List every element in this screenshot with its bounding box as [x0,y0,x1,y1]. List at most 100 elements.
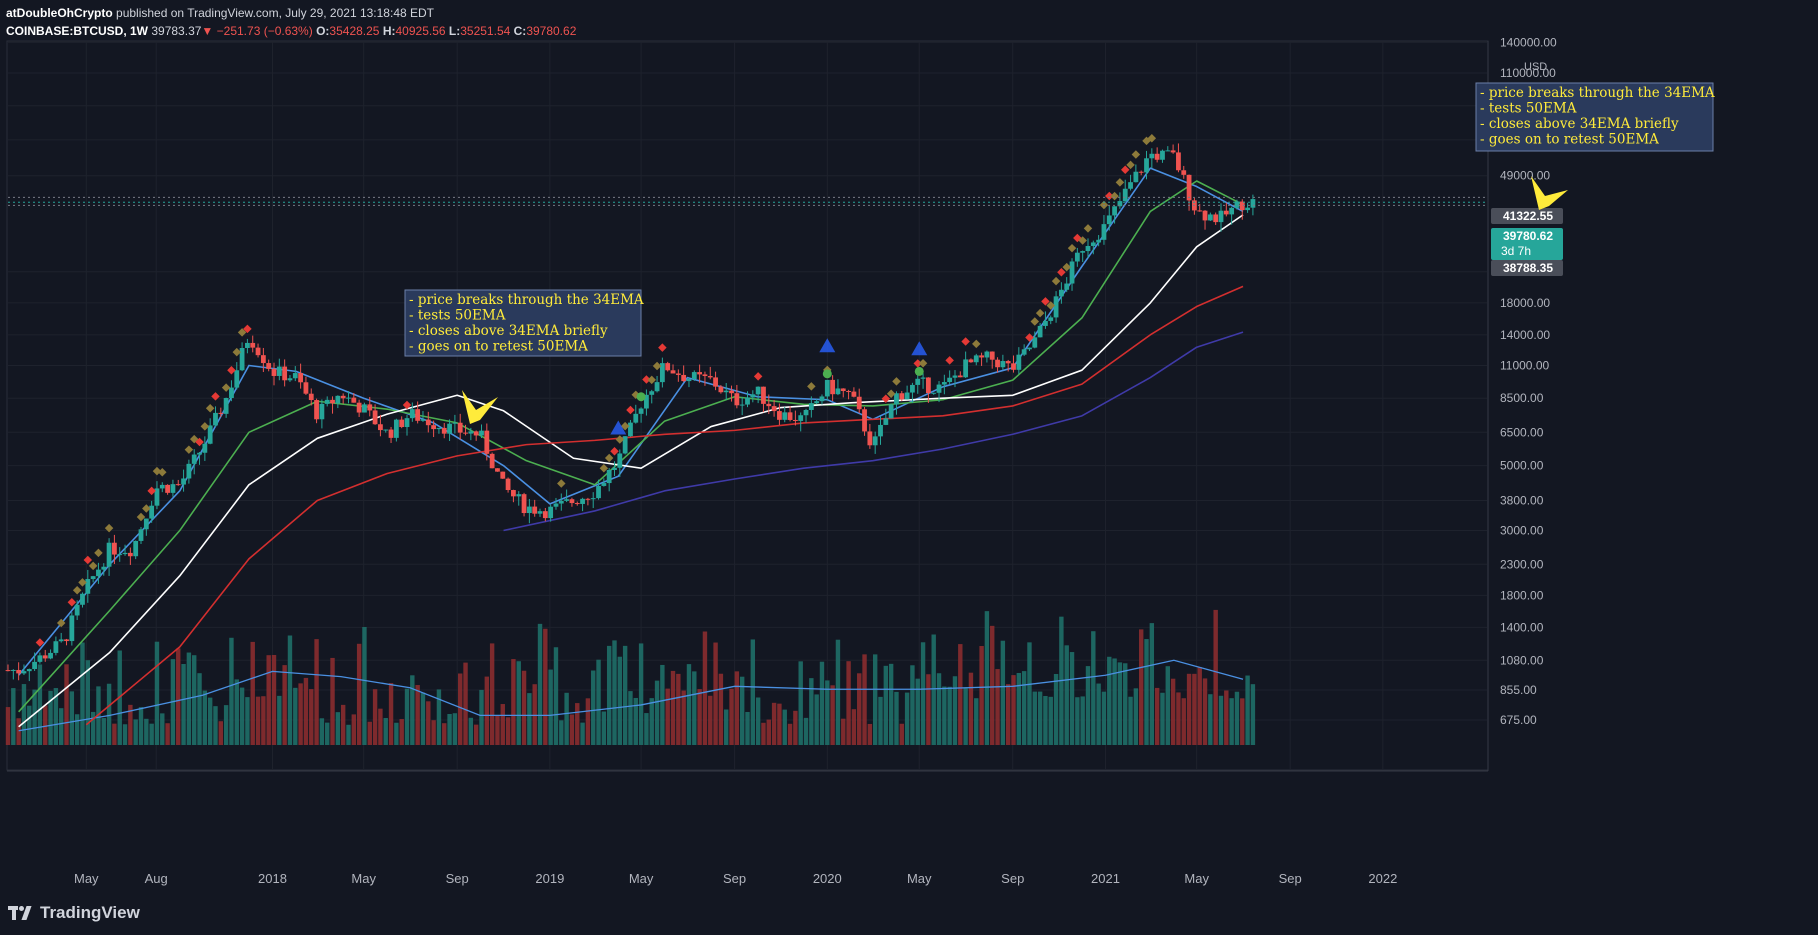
candle-body [835,388,841,395]
volume-bar [1240,698,1245,745]
candle-body [1213,214,1219,223]
signal-diamond-icon [88,561,98,571]
volume-bar [1011,675,1016,745]
volume-bar [16,718,21,745]
candle-body [1202,210,1208,221]
candle-body [569,499,575,504]
price-tag-label: 38788.35 [1503,261,1553,275]
volume-bar [1069,652,1075,745]
open-label: O: [316,24,330,38]
candle-body [298,373,304,383]
volume-bar [798,661,803,745]
candle-body [1234,201,1240,208]
annotation-box[interactable] [404,289,642,357]
candle-body [436,427,442,430]
candle-body [1032,337,1038,348]
x-tick-label: Sep [1279,871,1302,886]
volume-bar [303,677,309,745]
candle-body [792,419,798,421]
signal-diamond-icon [1057,267,1066,277]
candle-body [346,397,351,399]
volume-bar [1186,673,1192,745]
price-tag-label: 41322.55 [1503,209,1553,223]
tradingview-footer[interactable]: TradingView [8,903,140,923]
volume-bar [814,694,819,745]
volume-bar [612,640,617,745]
volume-bar [686,664,692,745]
candle-body [74,604,80,616]
candle-body [734,393,740,406]
volume-bar [553,647,559,745]
x-tick-label: 2020 [813,871,842,886]
volume-bar [59,708,64,745]
volume-bar [904,692,910,745]
volume-bar [436,689,442,745]
volume-bar [968,672,974,745]
volume-bar [1138,629,1144,745]
x-tick-label: May [907,871,932,886]
buy-triangle-icon [911,341,928,356]
volume-bar [458,673,463,745]
volume-bar [974,698,979,745]
volume-bar [649,698,654,745]
x-tick-label: 2018 [258,871,287,886]
annotation-box[interactable] [1475,82,1714,152]
candle-body [862,409,867,432]
candle-body [542,511,548,519]
candle-body [489,453,495,469]
candle-body [681,374,687,382]
volume-bar [64,664,69,745]
candle-body [457,422,463,433]
volume-bar [622,645,628,745]
volume-bar [287,635,293,745]
candle-body [356,402,362,413]
volume-bar [697,689,702,745]
candle-body [32,661,38,670]
candle-body [1080,251,1086,253]
author-name[interactable]: atDoubleOhCrypto [6,6,113,20]
volume-bar [585,698,591,745]
buy-triangle-icon [819,338,836,353]
low-value: 35251.54 [460,24,511,38]
volume-bar [995,669,1000,745]
volume-bar [122,724,128,745]
volume-bar [708,695,713,745]
volume-bar [32,689,37,745]
volume-bar [479,689,484,745]
volume-bar [1176,692,1181,745]
volume-bar [739,676,745,745]
volume-bar [841,718,846,745]
candle-body [601,483,607,486]
candle-body [330,399,335,404]
volume-bar [1154,687,1160,745]
candle-body [888,404,894,419]
volume-bar [575,703,580,745]
volume-bar [165,723,170,745]
volume-bar [239,687,245,745]
candle-body [292,373,298,379]
signal-diamond-icon [626,405,635,415]
candle-body [936,384,942,393]
candle-body [218,412,224,414]
candle-body [26,669,32,672]
volume-bar [128,704,133,745]
y-tick-label: 3000.00 [1500,524,1544,538]
candle-body [1000,361,1006,368]
candle-body [213,412,218,426]
volume-bar [202,690,208,745]
volume-bar [85,660,91,745]
candle-body [596,485,601,499]
signal-circle-icon [822,369,832,379]
candle-body [590,498,596,500]
candle-body [532,506,538,514]
volume-bar [1080,696,1085,745]
signal-diamond-icon [243,324,252,334]
volume-bar [755,697,761,745]
candle-body [1186,174,1192,201]
volume-bar [420,692,426,745]
volume-bar [309,689,314,745]
signal-diamond-icon [881,394,891,403]
volume-bar [266,655,271,745]
volume-bar [606,645,612,745]
